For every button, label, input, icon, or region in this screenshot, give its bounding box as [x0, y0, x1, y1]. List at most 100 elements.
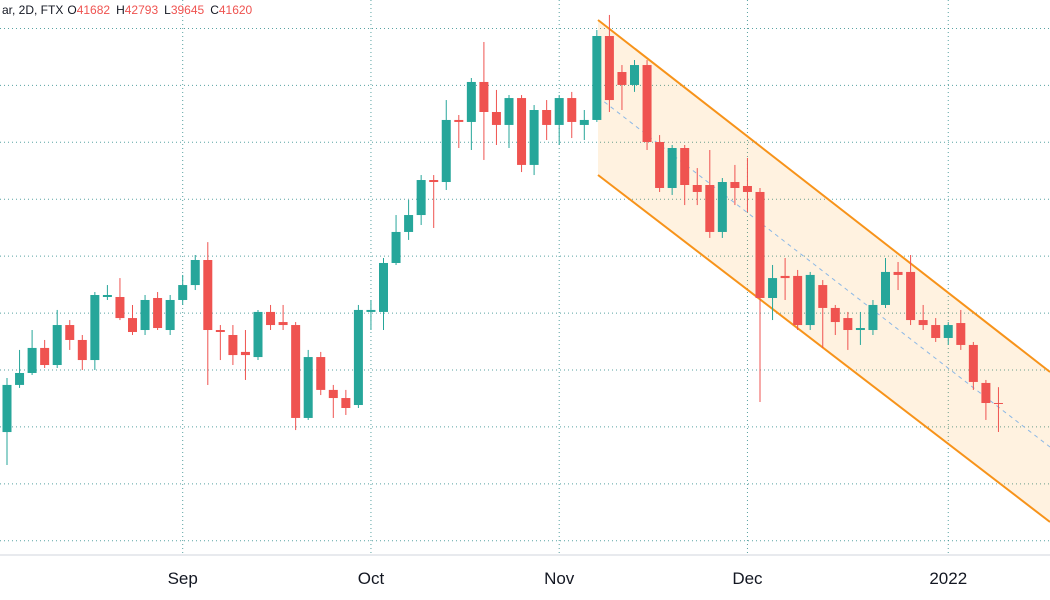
candle-body — [15, 372, 25, 385]
candle-body — [931, 325, 941, 338]
candle-body — [454, 119, 464, 122]
candle-body — [517, 98, 527, 165]
candle-body — [793, 275, 803, 326]
candle-body — [466, 81, 476, 122]
candle-body — [717, 182, 727, 232]
candle-body — [353, 309, 363, 406]
candle-body — [479, 81, 489, 112]
candle-body — [52, 325, 62, 366]
candle-body — [228, 334, 238, 356]
candle-body — [604, 36, 614, 101]
candle-body — [65, 325, 75, 340]
candle-body — [429, 180, 439, 183]
candle-body — [592, 36, 602, 120]
candle-body — [115, 296, 125, 319]
channel-lower — [597, 174, 1050, 523]
candle-body — [567, 98, 577, 122]
candle-body — [868, 304, 878, 331]
candle-body — [77, 339, 87, 361]
x-axis: Sep Oct Nov Dec 2022 — [168, 569, 968, 588]
candle-body — [993, 402, 1003, 404]
ohlc-label: H — [116, 3, 125, 17]
ohlc-value: 39645 — [171, 3, 205, 17]
candle-body — [943, 325, 953, 338]
ohlc-label: O — [67, 3, 76, 17]
candle-body — [416, 180, 426, 216]
candle-body — [278, 322, 288, 326]
candle-body — [542, 110, 552, 125]
ohlc-value: 41682 — [77, 3, 111, 17]
candle-body — [491, 111, 501, 125]
candle-body — [391, 231, 401, 263]
candle-body — [956, 323, 966, 345]
candle-body — [90, 295, 100, 361]
candle-body — [504, 98, 514, 125]
candle-body — [404, 215, 414, 232]
x-tick-label: 2022 — [929, 569, 967, 588]
candle-body — [981, 382, 991, 404]
candle-body — [843, 318, 853, 331]
ohlc-value: 41620 — [219, 3, 253, 17]
candle-body — [27, 347, 37, 373]
candle-body — [830, 307, 840, 323]
candle-body — [617, 72, 627, 85]
candle-body — [341, 398, 351, 408]
candle-body — [554, 98, 564, 125]
candle-body — [705, 185, 715, 232]
ohlc-label: C — [210, 3, 219, 17]
candle-body — [240, 351, 250, 356]
x-tick-label: Dec — [732, 569, 763, 588]
candle-body — [203, 259, 213, 331]
channel-upper — [597, 19, 1050, 373]
candle-body — [855, 328, 865, 331]
x-tick-label: Oct — [358, 569, 385, 588]
candle-body — [529, 110, 539, 165]
x-tick-label: Nov — [544, 569, 575, 588]
candle-body — [40, 347, 50, 366]
ohlc-value: 42793 — [125, 3, 159, 17]
candle-body — [303, 357, 313, 418]
candle-body — [818, 285, 828, 308]
candle-body — [680, 148, 690, 185]
candle-body — [379, 262, 388, 312]
candle-body — [153, 297, 163, 329]
candle-body — [742, 185, 752, 192]
candle-body — [768, 278, 778, 298]
candle-body — [918, 320, 928, 326]
candle-body — [780, 275, 790, 279]
candle-body — [893, 271, 903, 275]
candle-body — [755, 191, 765, 298]
candle-body — [266, 311, 276, 326]
legend-header: ar, 2D, FTX O41682 H42793 L39645 C41620 — [2, 3, 253, 17]
candle-body — [730, 182, 740, 188]
symbol: ar, 2D, FTX — [2, 3, 63, 17]
parallel-channel — [597, 19, 1050, 523]
candles — [2, 14, 1003, 466]
candle-body — [253, 311, 263, 358]
candle-body — [881, 271, 890, 305]
candle-body — [441, 119, 451, 183]
candle-body — [805, 274, 815, 326]
candle-body — [165, 299, 175, 331]
candle-body — [215, 330, 225, 333]
candle-body — [2, 384, 12, 433]
candle-body — [366, 309, 376, 312]
candle-body — [579, 119, 589, 125]
channel-fill — [598, 20, 1050, 522]
candle-body — [655, 142, 665, 188]
candle-body — [328, 389, 338, 399]
candle-body — [316, 357, 326, 390]
candle-body — [178, 285, 188, 300]
candle-body — [692, 185, 702, 192]
x-tick-label: Sep — [168, 569, 198, 588]
candle-body — [906, 271, 916, 321]
candle-body — [102, 295, 112, 297]
candle-body — [630, 65, 639, 85]
ohlc-label: L — [164, 3, 171, 17]
candle-body — [190, 259, 200, 286]
candle-body — [667, 148, 677, 188]
candle-body — [642, 65, 652, 143]
candle-body — [291, 325, 301, 418]
candle-body — [128, 318, 137, 333]
